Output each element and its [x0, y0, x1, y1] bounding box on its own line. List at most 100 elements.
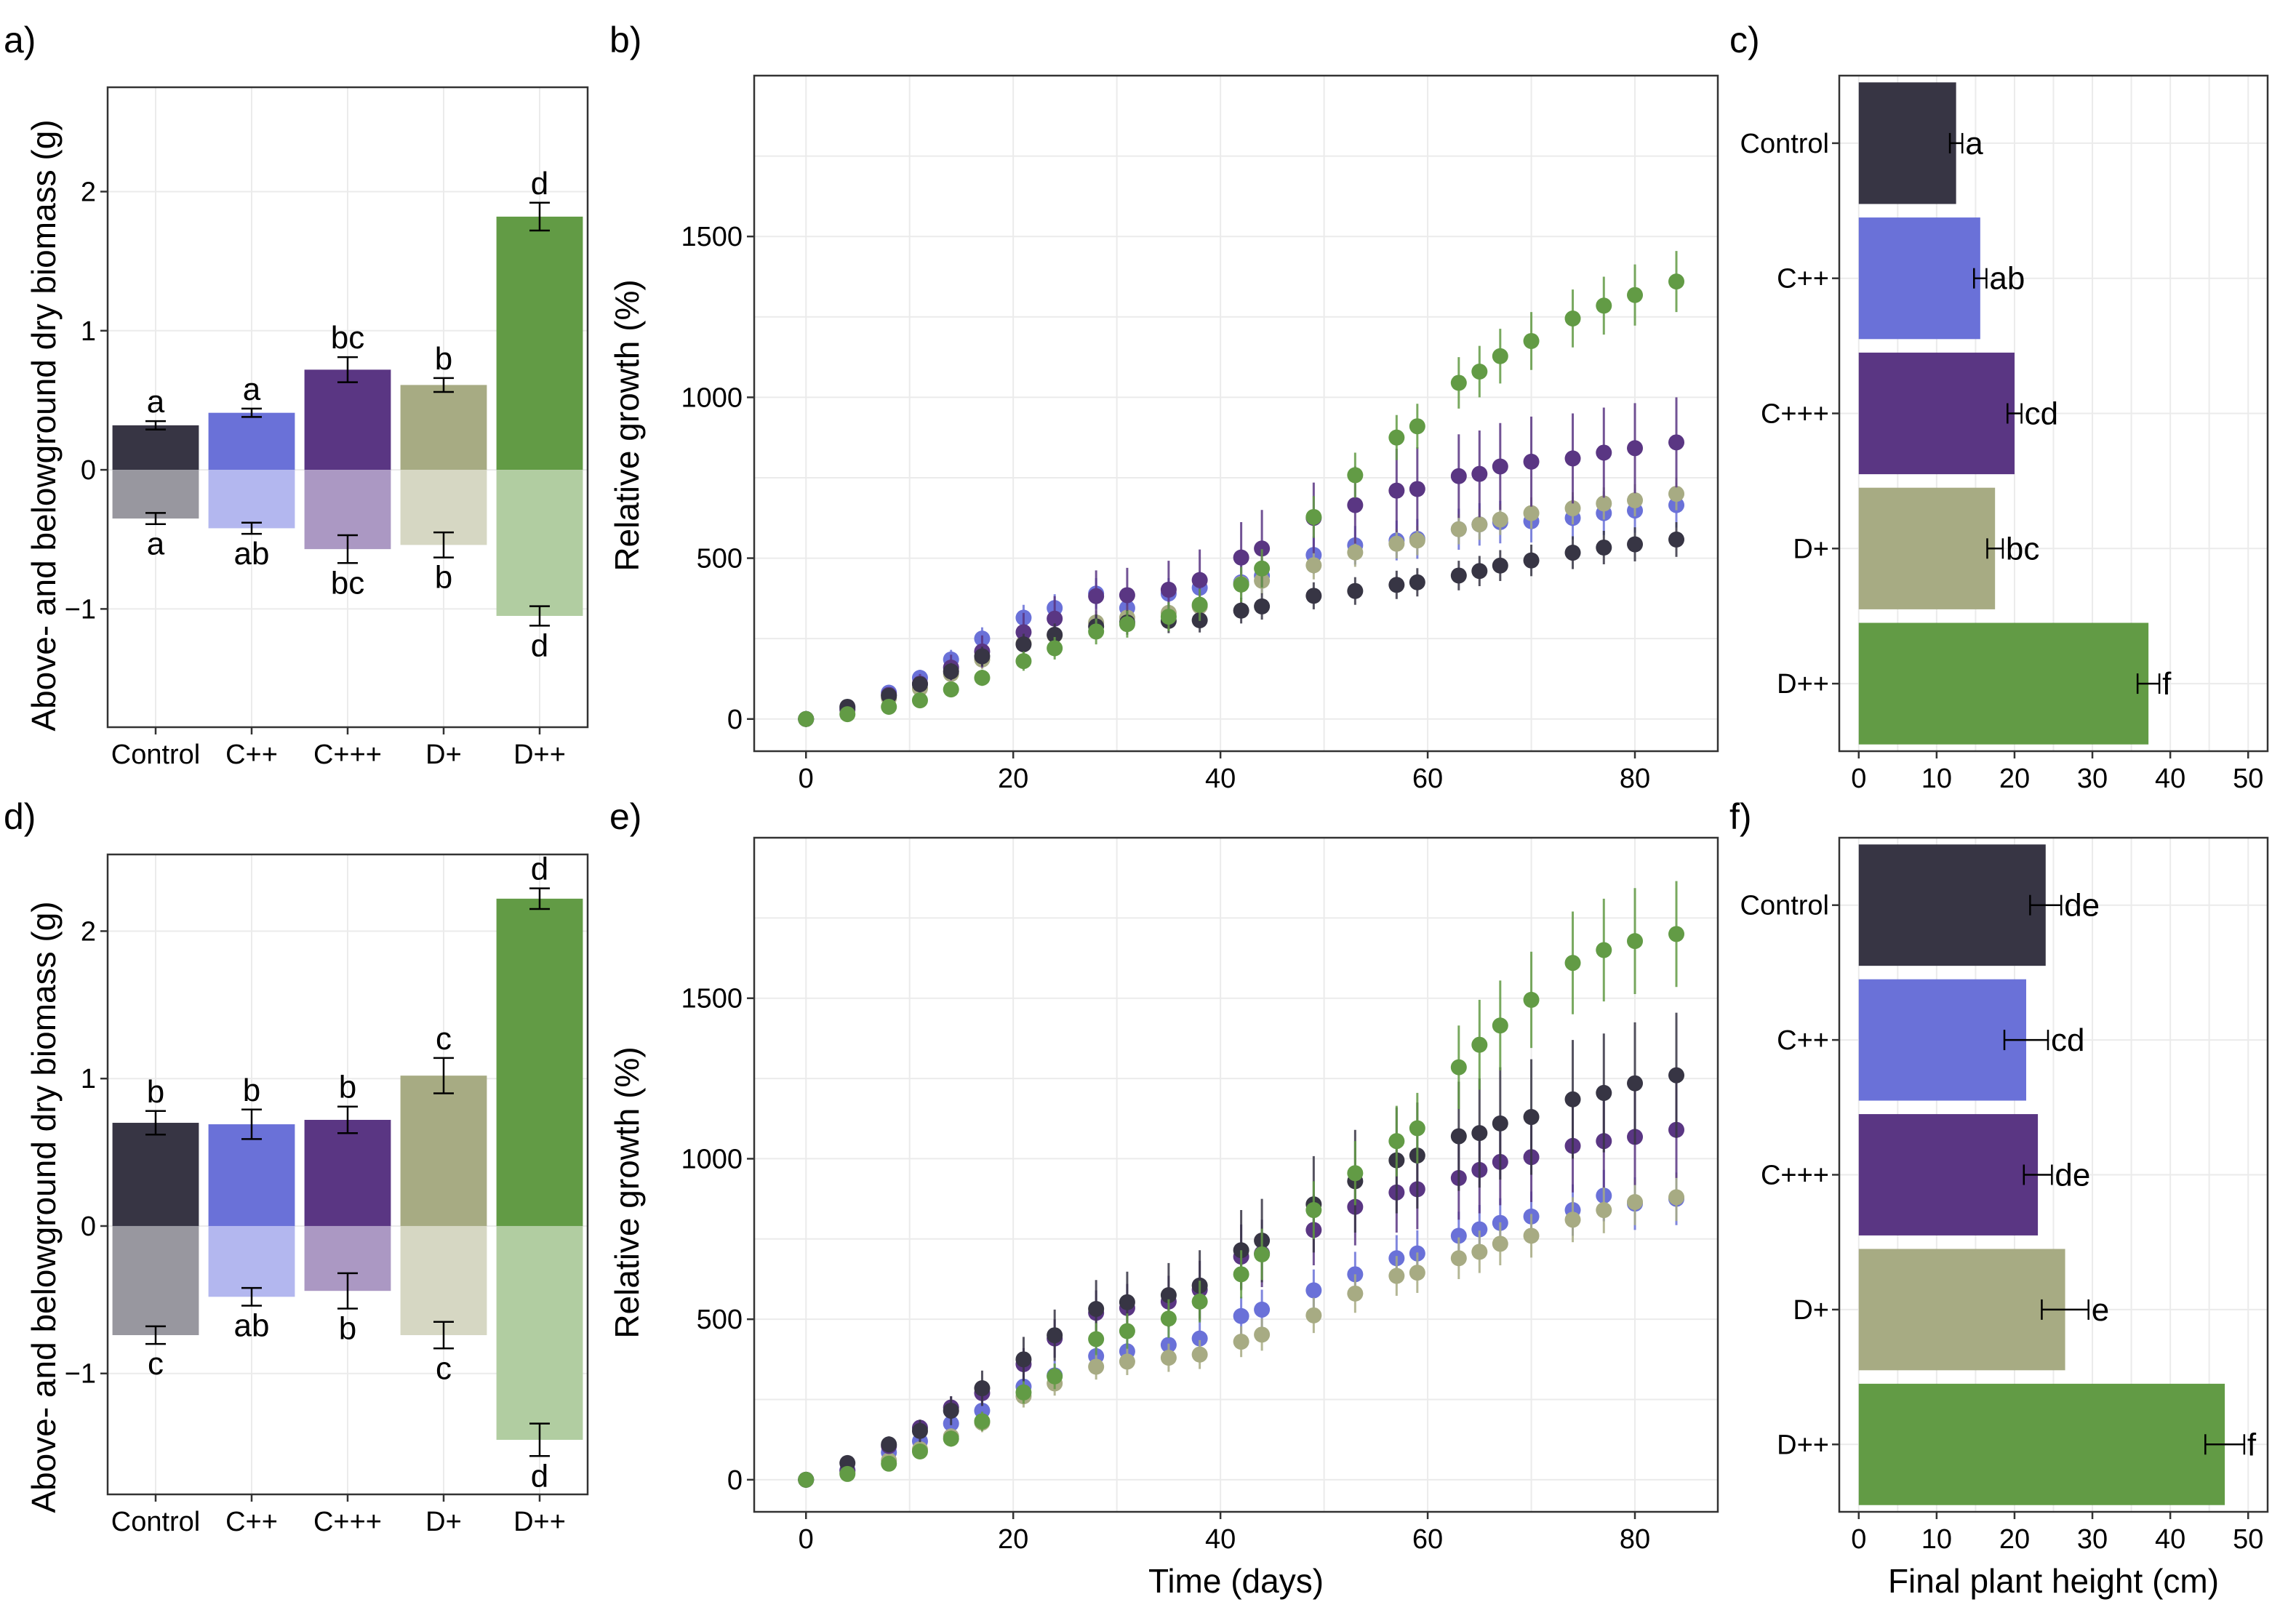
data-point — [1191, 1330, 1208, 1347]
bar-height — [1858, 82, 1956, 204]
data-point — [1388, 577, 1405, 593]
y-tick-label: C+++ — [1761, 1161, 1829, 1191]
data-point — [881, 687, 897, 704]
y-tick-label: 1000 — [681, 1144, 743, 1174]
data-point — [1450, 1128, 1467, 1145]
plot-frame — [1838, 836, 2269, 1513]
data-point — [943, 1402, 959, 1419]
data-point — [1471, 465, 1488, 482]
x-tick-label: 50 — [2233, 764, 2263, 794]
data-point — [1668, 926, 1685, 942]
data-point — [1015, 1384, 1032, 1401]
x-tick-label: 20 — [998, 764, 1028, 794]
data-point — [1492, 1235, 1508, 1252]
significance-letter: f — [2247, 1427, 2257, 1462]
y-tick-label: Control — [1740, 891, 1830, 921]
data-point — [1160, 1287, 1177, 1304]
data-point — [1450, 375, 1467, 391]
data-point — [1471, 363, 1488, 380]
significance-letter: b — [435, 560, 452, 596]
bar-belowground — [496, 470, 583, 616]
x-axis-title: Time (days) — [1148, 1562, 1324, 1600]
data-point — [1471, 1036, 1488, 1053]
y-tick-label: 2 — [81, 177, 96, 207]
data-point — [911, 1443, 928, 1460]
data-point — [1254, 1326, 1271, 1343]
bar-belowground — [112, 470, 199, 519]
bar-aboveground — [496, 898, 583, 1226]
data-point — [1523, 1227, 1540, 1244]
y-tick-label: 1 — [81, 1064, 96, 1094]
plot-frame — [753, 836, 1719, 1513]
y-tick-label: Control — [1740, 129, 1830, 159]
data-point — [911, 1422, 928, 1439]
x-tick-label: 80 — [1620, 1524, 1650, 1555]
significance-letter: b — [339, 1070, 356, 1105]
significance-letter: c — [436, 1350, 452, 1386]
data-point — [1305, 557, 1322, 574]
data-point — [1627, 1075, 1644, 1092]
data-point — [1596, 1084, 1612, 1101]
bar-height — [1858, 1383, 2225, 1505]
x-axis-title: Final plant height (cm) — [1888, 1562, 2219, 1600]
data-point — [1388, 429, 1405, 446]
plot-frame — [106, 853, 589, 1496]
panel-a-label: a) — [4, 20, 36, 60]
data-point — [1233, 576, 1249, 593]
panel-e-label: e) — [609, 796, 641, 837]
x-tick-label: 10 — [1921, 764, 1952, 794]
data-point — [1347, 1165, 1364, 1182]
data-point — [1160, 1350, 1177, 1366]
data-point — [1233, 1266, 1249, 1283]
y-tick-label: 0 — [81, 455, 96, 486]
data-point — [1668, 434, 1685, 451]
significance-letter: f — [2162, 666, 2172, 702]
series-dpp — [798, 881, 1685, 1488]
data-point — [798, 1471, 815, 1488]
significance-letter: b — [435, 341, 452, 377]
data-point — [1119, 1294, 1135, 1310]
significance-letter: c — [436, 1021, 452, 1057]
data-point — [1627, 287, 1644, 303]
data-point — [1450, 1059, 1467, 1076]
series-control — [798, 1012, 1685, 1488]
data-point — [974, 1413, 991, 1430]
bar-belowground — [208, 470, 295, 529]
data-point — [1305, 1202, 1322, 1219]
bar-belowground — [208, 1225, 295, 1297]
y-tick-label: 1500 — [681, 984, 743, 1014]
significance-letter: ab — [234, 536, 270, 572]
data-point — [1305, 508, 1322, 525]
data-point — [1015, 624, 1032, 641]
significance-letter: a — [147, 526, 165, 562]
data-point — [943, 1430, 959, 1447]
significance-letter: bc — [331, 320, 364, 356]
x-tick-label: 40 — [1205, 1524, 1236, 1555]
y-tick-label: 500 — [697, 544, 743, 574]
bar-height — [1858, 1114, 2039, 1235]
data-point — [1627, 1194, 1644, 1211]
y-tick-label: C++ — [1777, 264, 1829, 295]
y-tick-label: 1000 — [681, 383, 743, 413]
data-point — [1450, 1227, 1467, 1244]
data-point — [1471, 516, 1488, 533]
x-tick-label: 20 — [1999, 764, 2030, 794]
data-point — [1191, 1293, 1208, 1310]
significance-letter: d — [531, 852, 548, 887]
y-tick-label: 0 — [81, 1212, 96, 1242]
data-point — [1388, 535, 1405, 552]
data-point — [1596, 444, 1612, 461]
data-point — [1047, 1368, 1063, 1385]
panel-e-relative-growth-scatter: e) 0 20 40 60 80 0 500 1000 1500 Relative growth … — [608, 796, 1719, 1600]
y-tick-label: D+ — [1793, 1295, 1829, 1326]
data-point — [1254, 1301, 1271, 1318]
plot-frame — [1838, 74, 2269, 753]
x-tick-label: 10 — [1921, 1524, 1952, 1555]
data-point — [1254, 560, 1271, 577]
data-point — [1492, 557, 1508, 574]
plot-frame — [106, 86, 589, 729]
x-tick-label: D++ — [513, 740, 566, 770]
y-tick-label: D++ — [1777, 669, 1829, 700]
x-tick-label: 30 — [2077, 1524, 2108, 1555]
x-tick-label: 0 — [799, 764, 814, 794]
